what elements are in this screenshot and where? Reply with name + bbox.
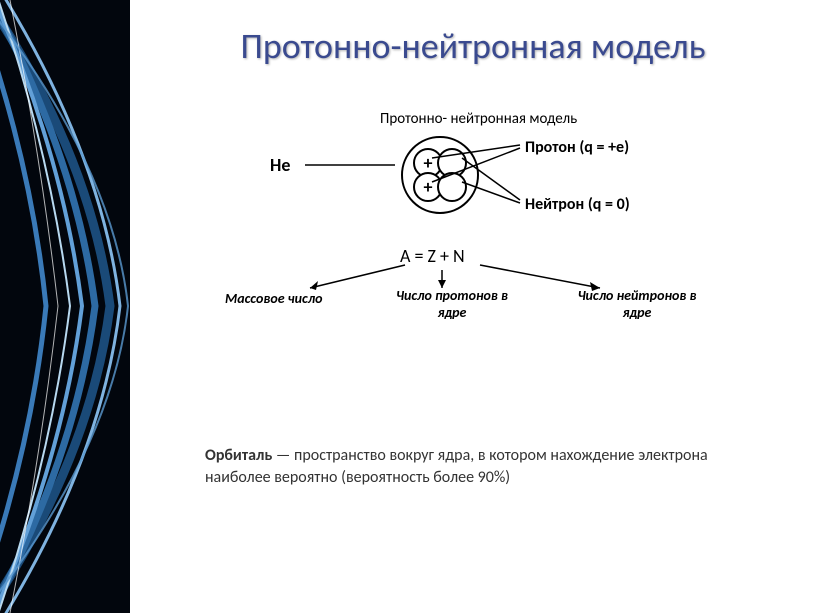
neutron-count-label: Число нейтронов в ядре <box>562 287 712 321</box>
proton-label: Протон (q = +e) <box>525 138 629 157</box>
main-content: Протонно-нейтронная модель Протонно- ней… <box>130 0 816 613</box>
orbital-definition: Орбиталь — пространство вокруг ядра, в к… <box>205 445 745 490</box>
nucleus-diagram: Протонно- нейтронная модель He + + <box>180 110 740 370</box>
diagram-header: Протонно- нейтронная модель <box>380 110 577 128</box>
proton-count-label: Число протонов в ядре <box>392 287 512 321</box>
decorative-sidebar <box>0 0 130 613</box>
svg-text:+: + <box>424 152 433 174</box>
mass-formula: A = Z + N <box>400 245 465 267</box>
page-title: Протонно-нейтронная модель <box>240 24 705 68</box>
nucleus-svg: + + <box>400 135 480 215</box>
orbital-desc: — пространство вокруг ядра, в котором на… <box>205 446 708 487</box>
element-label: He <box>270 154 290 176</box>
neutron-label: Нейтрон (q = 0) <box>525 195 630 214</box>
sidebar-lines-svg <box>0 0 130 613</box>
svg-text:+: + <box>424 176 433 198</box>
orbital-term: Орбиталь <box>205 446 272 465</box>
mass-number-label: Массовое число <box>225 290 323 307</box>
